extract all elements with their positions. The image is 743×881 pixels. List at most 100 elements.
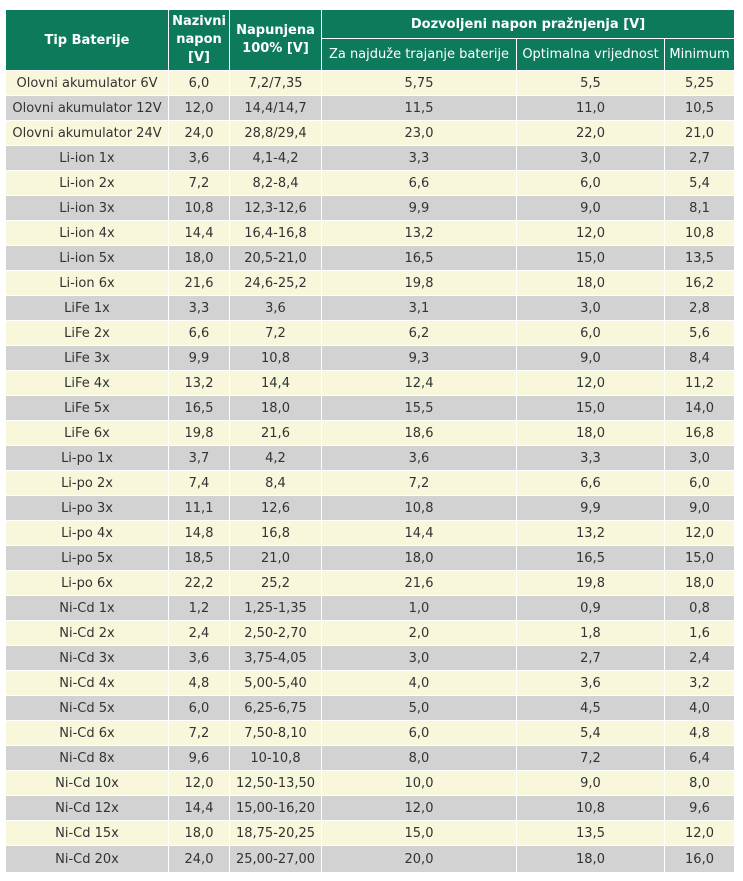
header-discharge-group: Dozvoljeni napon pražnjenja [V] [320, 9, 736, 39]
cell-longest-life: 3,6 [321, 445, 517, 471]
cell-longest-life: 21,6 [321, 570, 517, 596]
cell-minimum: 1,6 [663, 620, 736, 646]
cell-nominal-voltage: 6,0 [168, 695, 230, 721]
cell-optimal-value: 6,6 [516, 470, 665, 496]
cell-optimal-value: 3,6 [516, 670, 665, 696]
cell-optimal-value: 6,0 [516, 320, 665, 346]
table-row: Ni-Cd 6x 7,2 7,50-8,10 6,0 5,4 4,8 [5, 720, 736, 746]
cell-minimum: 6,4 [663, 745, 736, 771]
table-row: LiFe 6x 19,8 21,6 18,6 18,0 16,8 [5, 420, 736, 446]
cell-battery-type: Ni-Cd 15x [5, 820, 169, 846]
cell-charged-voltage: 8,4 [229, 470, 322, 496]
cell-minimum: 5,4 [663, 170, 736, 196]
battery-voltage-table: Tip Baterije Nazivni napon [V] Napunjena… [5, 9, 736, 873]
cell-charged-voltage: 25,00-27,00 [229, 845, 322, 873]
cell-minimum: 16,2 [663, 270, 736, 296]
cell-minimum: 11,2 [663, 370, 736, 396]
cell-charged-voltage: 12,6 [229, 495, 322, 521]
cell-nominal-voltage: 9,9 [168, 345, 230, 371]
table-row: Li-ion 1x 3,6 4,1-4,2 3,3 3,0 2,7 [5, 145, 736, 171]
cell-nominal-voltage: 4,8 [168, 670, 230, 696]
cell-optimal-value: 9,0 [516, 345, 665, 371]
cell-battery-type: Olovni akumulator 12V [5, 95, 169, 121]
table-body: Olovni akumulator 6V 6,0 7,2/7,35 5,75 5,5 5,… [5, 70, 736, 873]
cell-longest-life: 8,0 [321, 745, 517, 771]
table-row: Ni-Cd 10x 12,0 12,50-13,50 10,0 9,0 8,0 [5, 770, 736, 796]
cell-longest-life: 7,2 [321, 470, 517, 496]
cell-charged-voltage: 21,0 [229, 545, 322, 571]
cell-charged-voltage: 7,2/7,35 [229, 70, 322, 96]
cell-longest-life: 2,0 [321, 620, 517, 646]
cell-charged-voltage: 3,75-4,05 [229, 645, 322, 671]
cell-minimum: 8,4 [663, 345, 736, 371]
cell-nominal-voltage: 18,0 [168, 820, 230, 846]
cell-battery-type: LiFe 2x [5, 320, 169, 346]
cell-nominal-voltage: 3,7 [168, 445, 230, 471]
cell-longest-life: 5,0 [321, 695, 517, 721]
cell-optimal-value: 3,0 [516, 145, 665, 171]
cell-charged-voltage: 25,2 [229, 570, 322, 596]
cell-battery-type: Ni-Cd 8x [5, 745, 169, 771]
cell-nominal-voltage: 7,4 [168, 470, 230, 496]
cell-nominal-voltage: 18,5 [168, 545, 230, 571]
cell-battery-type: Ni-Cd 12x [5, 795, 169, 821]
cell-longest-life: 9,9 [321, 195, 517, 221]
cell-minimum: 16,0 [663, 845, 736, 873]
cell-optimal-value: 18,0 [516, 420, 665, 446]
cell-optimal-value: 7,2 [516, 745, 665, 771]
cell-minimum: 0,8 [663, 595, 736, 621]
cell-minimum: 5,6 [663, 320, 736, 346]
cell-charged-voltage: 5,00-5,40 [229, 670, 322, 696]
cell-optimal-value: 15,0 [516, 395, 665, 421]
cell-minimum: 12,0 [663, 520, 736, 546]
cell-nominal-voltage: 1,2 [168, 595, 230, 621]
cell-longest-life: 10,8 [321, 495, 517, 521]
cell-battery-type: Li-po 6x [5, 570, 169, 596]
cell-minimum: 2,4 [663, 645, 736, 671]
cell-battery-type: Ni-Cd 6x [5, 720, 169, 746]
cell-minimum: 10,5 [663, 95, 736, 121]
cell-nominal-voltage: 10,8 [168, 195, 230, 221]
cell-charged-voltage: 20,5-21,0 [229, 245, 322, 271]
header-charged-voltage: Napunjena 100% [V] [229, 9, 322, 71]
cell-nominal-voltage: 24,0 [168, 845, 230, 873]
table-header: Tip Baterije Nazivni napon [V] Napunjena… [5, 9, 736, 71]
table-row: Li-po 2x 7,4 8,4 7,2 6,6 6,0 [5, 470, 736, 496]
cell-charged-voltage: 16,4-16,8 [229, 220, 322, 246]
header-minimum: Minimum [663, 38, 736, 71]
cell-longest-life: 20,0 [321, 845, 517, 873]
cell-longest-life: 23,0 [321, 120, 517, 146]
table-row: Li-po 4x 14,8 16,8 14,4 13,2 12,0 [5, 520, 736, 546]
cell-minimum: 13,5 [663, 245, 736, 271]
cell-nominal-voltage: 7,2 [168, 170, 230, 196]
cell-battery-type: Li-ion 5x [5, 245, 169, 271]
cell-optimal-value: 18,0 [516, 845, 665, 873]
cell-longest-life: 9,3 [321, 345, 517, 371]
cell-charged-voltage: 8,2-8,4 [229, 170, 322, 196]
cell-nominal-voltage: 16,5 [168, 395, 230, 421]
cell-battery-type: LiFe 3x [5, 345, 169, 371]
table-row: Li-ion 6x 21,6 24,6-25,2 19,8 18,0 16,2 [5, 270, 736, 296]
cell-optimal-value: 11,0 [516, 95, 665, 121]
cell-longest-life: 11,5 [321, 95, 517, 121]
table-row: Ni-Cd 20x 24,0 25,00-27,00 20,0 18,0 16,0 [5, 845, 736, 873]
table-row: Ni-Cd 4x 4,8 5,00-5,40 4,0 3,6 3,2 [5, 670, 736, 696]
cell-charged-voltage: 7,2 [229, 320, 322, 346]
cell-nominal-voltage: 6,0 [168, 70, 230, 96]
cell-nominal-voltage: 14,4 [168, 220, 230, 246]
cell-nominal-voltage: 24,0 [168, 120, 230, 146]
cell-optimal-value: 13,5 [516, 820, 665, 846]
cell-longest-life: 1,0 [321, 595, 517, 621]
cell-minimum: 4,0 [663, 695, 736, 721]
cell-charged-voltage: 15,00-16,20 [229, 795, 322, 821]
cell-battery-type: Olovni akumulator 6V [5, 70, 169, 96]
cell-nominal-voltage: 14,8 [168, 520, 230, 546]
cell-battery-type: Li-po 2x [5, 470, 169, 496]
cell-optimal-value: 9,0 [516, 770, 665, 796]
cell-longest-life: 3,1 [321, 295, 517, 321]
cell-battery-type: Li-ion 6x [5, 270, 169, 296]
cell-minimum: 4,8 [663, 720, 736, 746]
cell-nominal-voltage: 9,6 [168, 745, 230, 771]
cell-minimum: 8,0 [663, 770, 736, 796]
cell-charged-voltage: 18,0 [229, 395, 322, 421]
